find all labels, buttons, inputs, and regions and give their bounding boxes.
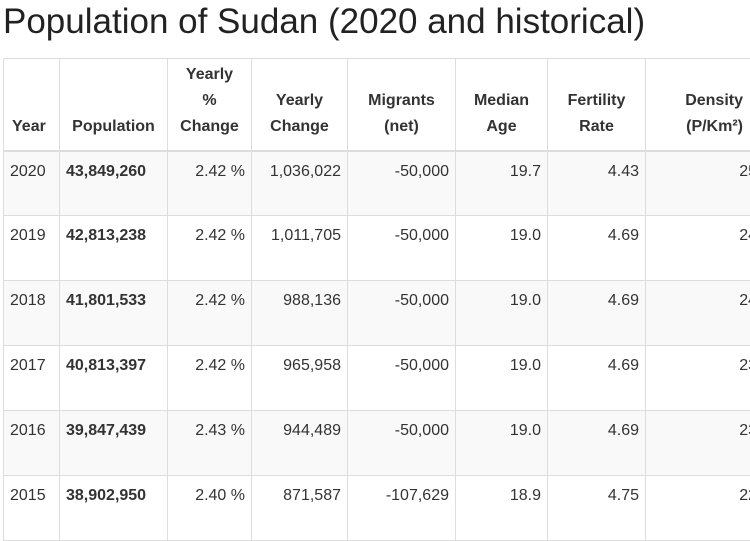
table-header-row: Year Population Yearly % Change Yearly C… xyxy=(4,59,750,151)
cell-density: 22 xyxy=(646,476,750,541)
cell-density: 25 xyxy=(646,151,750,216)
cell-density: 23 xyxy=(646,411,750,476)
table-row: 2018 41,801,533 2.42 % 988,136 -50,000 1… xyxy=(4,281,750,346)
cell-migrants: -50,000 xyxy=(348,346,456,411)
cell-fertility-rate: 4.69 xyxy=(548,346,646,411)
cell-population: 38,902,950 xyxy=(60,476,168,541)
cell-median-age: 19.0 xyxy=(456,346,548,411)
cell-population: 41,801,533 xyxy=(60,281,168,346)
cell-migrants: -50,000 xyxy=(348,411,456,476)
cell-median-age: 19.7 xyxy=(456,151,548,216)
cell-yearly-percent-change: 2.42 % xyxy=(168,346,252,411)
cell-yearly-change: 988,136 xyxy=(252,281,348,346)
table-row: 2016 39,847,439 2.43 % 944,489 -50,000 1… xyxy=(4,411,750,476)
cell-year: 2019 xyxy=(4,216,60,281)
cell-fertility-rate: 4.43 xyxy=(548,151,646,216)
header-fertility-rate[interactable]: Fertility Rate xyxy=(548,59,646,151)
cell-yearly-percent-change: 2.42 % xyxy=(168,216,252,281)
cell-yearly-change: 1,036,022 xyxy=(252,151,348,216)
cell-year: 2018 xyxy=(4,281,60,346)
header-yearly-percent-change[interactable]: Yearly % Change xyxy=(168,59,252,151)
header-migrants[interactable]: Migrants (net) xyxy=(348,59,456,151)
cell-yearly-change: 871,587 xyxy=(252,476,348,541)
header-median-age[interactable]: Median Age xyxy=(456,59,548,151)
cell-density: 24 xyxy=(646,281,750,346)
cell-migrants: -50,000 xyxy=(348,216,456,281)
cell-year: 2017 xyxy=(4,346,60,411)
cell-fertility-rate: 4.69 xyxy=(548,216,646,281)
cell-population: 42,813,238 xyxy=(60,216,168,281)
table-row: 2019 42,813,238 2.42 % 1,011,705 -50,000… xyxy=(4,216,750,281)
cell-density: 24 xyxy=(646,216,750,281)
cell-yearly-percent-change: 2.42 % xyxy=(168,151,252,216)
cell-population: 40,813,397 xyxy=(60,346,168,411)
header-year[interactable]: Year xyxy=(4,59,60,151)
cell-yearly-change: 1,011,705 xyxy=(252,216,348,281)
cell-median-age: 18.9 xyxy=(456,476,548,541)
page-title: Population of Sudan (2020 and historical… xyxy=(3,0,645,44)
cell-yearly-change: 965,958 xyxy=(252,346,348,411)
header-population[interactable]: Population xyxy=(60,59,168,151)
cell-population: 39,847,439 xyxy=(60,411,168,476)
cell-median-age: 19.0 xyxy=(456,216,548,281)
cell-fertility-rate: 4.69 xyxy=(548,411,646,476)
cell-year: 2015 xyxy=(4,476,60,541)
cell-density: 23 xyxy=(646,346,750,411)
cell-fertility-rate: 4.75 xyxy=(548,476,646,541)
cell-yearly-change: 944,489 xyxy=(252,411,348,476)
cell-yearly-percent-change: 2.43 % xyxy=(168,411,252,476)
cell-fertility-rate: 4.69 xyxy=(548,281,646,346)
cell-median-age: 19.0 xyxy=(456,411,548,476)
cell-year: 2016 xyxy=(4,411,60,476)
cell-migrants: -50,000 xyxy=(348,151,456,216)
cell-yearly-percent-change: 2.40 % xyxy=(168,476,252,541)
table-row: 2020 43,849,260 2.42 % 1,036,022 -50,000… xyxy=(4,151,750,216)
cell-population: 43,849,260 xyxy=(60,151,168,216)
cell-median-age: 19.0 xyxy=(456,281,548,346)
cell-migrants: -50,000 xyxy=(348,281,456,346)
cell-migrants: -107,629 xyxy=(348,476,456,541)
header-density[interactable]: Density (P/Km²) xyxy=(646,59,750,151)
population-table: Year Population Yearly % Change Yearly C… xyxy=(3,58,750,541)
table-row: 2017 40,813,397 2.42 % 965,958 -50,000 1… xyxy=(4,346,750,411)
cell-year: 2020 xyxy=(4,151,60,216)
cell-yearly-percent-change: 2.42 % xyxy=(168,281,252,346)
table-row: 2015 38,902,950 2.40 % 871,587 -107,629 … xyxy=(4,476,750,541)
header-yearly-change[interactable]: Yearly Change xyxy=(252,59,348,151)
